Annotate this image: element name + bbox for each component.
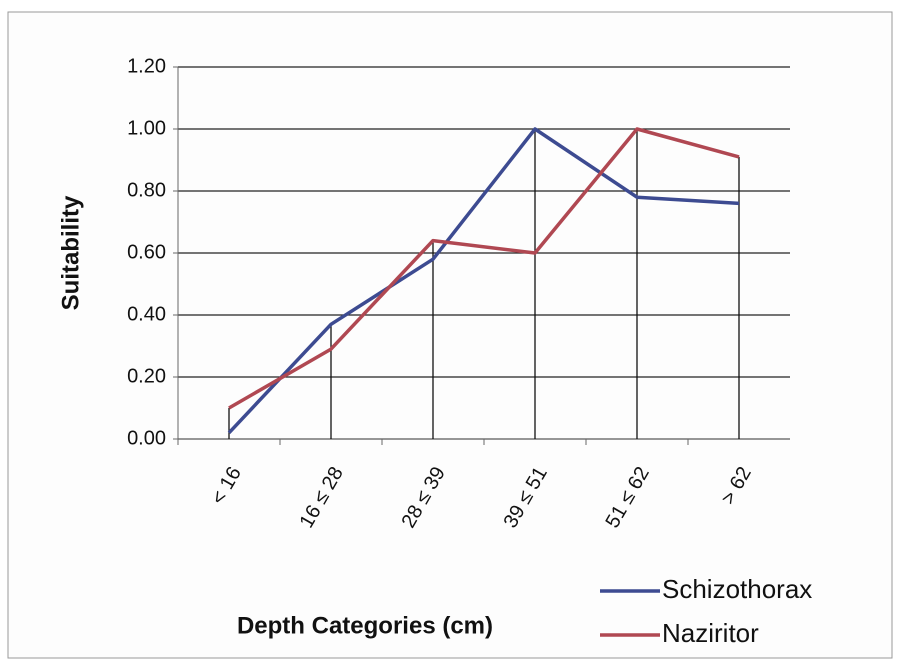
y-tick-label: 0.00 xyxy=(127,427,166,449)
legend-label: Naziritor xyxy=(662,618,759,648)
y-axis-label: Suitability xyxy=(57,195,84,310)
series-line xyxy=(227,127,740,434)
y-tick-label: 1.20 xyxy=(127,55,166,77)
series-line xyxy=(228,127,740,410)
chart-frame xyxy=(7,11,893,659)
y-tick-label: 1.00 xyxy=(127,117,166,139)
x-axis-label: Depth Categories (cm) xyxy=(237,612,493,639)
legend-label: Schizothorax xyxy=(662,574,812,604)
y-tick-label: 0.60 xyxy=(127,241,166,263)
y-tick-label: 0.40 xyxy=(127,303,166,325)
y-tick-label: 0.80 xyxy=(127,179,166,201)
y-tick-label: 0.20 xyxy=(127,365,166,387)
